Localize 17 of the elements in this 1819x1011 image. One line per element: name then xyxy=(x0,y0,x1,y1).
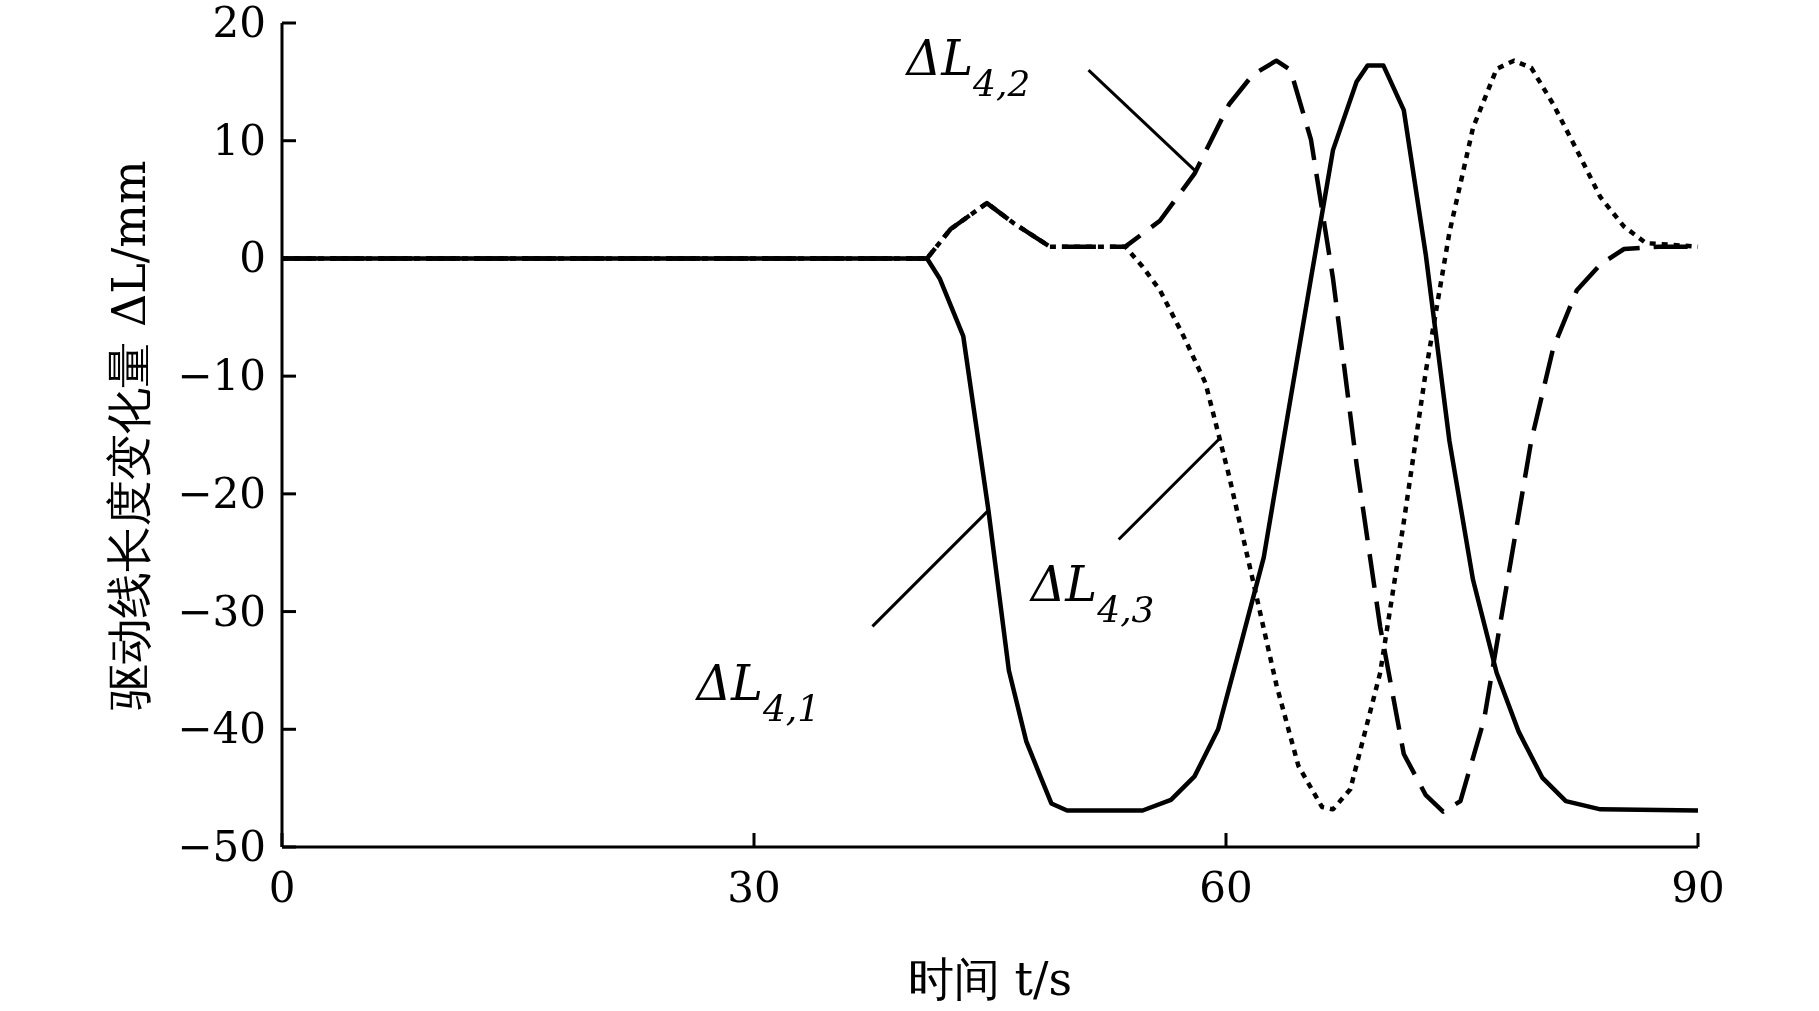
x-tick-label: 30 xyxy=(727,863,781,912)
y-tick-label: −20 xyxy=(177,468,266,518)
y-tick-label: −30 xyxy=(177,586,266,636)
annotation: ΔL$_{4,1}$ xyxy=(694,655,821,729)
y-tick-label: −40 xyxy=(177,704,266,754)
y-tick-label: 0 xyxy=(239,233,266,283)
x-tick-label: 90 xyxy=(1671,863,1725,912)
x-axis-title: 时间 t/s xyxy=(907,952,1073,1006)
annotation: ΔL$_{4,3}$ xyxy=(1028,555,1155,630)
annotation: ΔL$_{4,2}$ xyxy=(904,30,1031,104)
y-tick-label: 10 xyxy=(212,115,266,165)
y-tick-label: 20 xyxy=(212,0,266,47)
y-tick-label: −50 xyxy=(177,822,266,871)
x-tick-label: 0 xyxy=(268,863,296,912)
y-axis-title: 驱动线长度变化量 ΔL/mm xyxy=(102,160,156,710)
y-tick-label: −10 xyxy=(177,351,266,401)
x-tick-label: 60 xyxy=(1199,863,1253,912)
